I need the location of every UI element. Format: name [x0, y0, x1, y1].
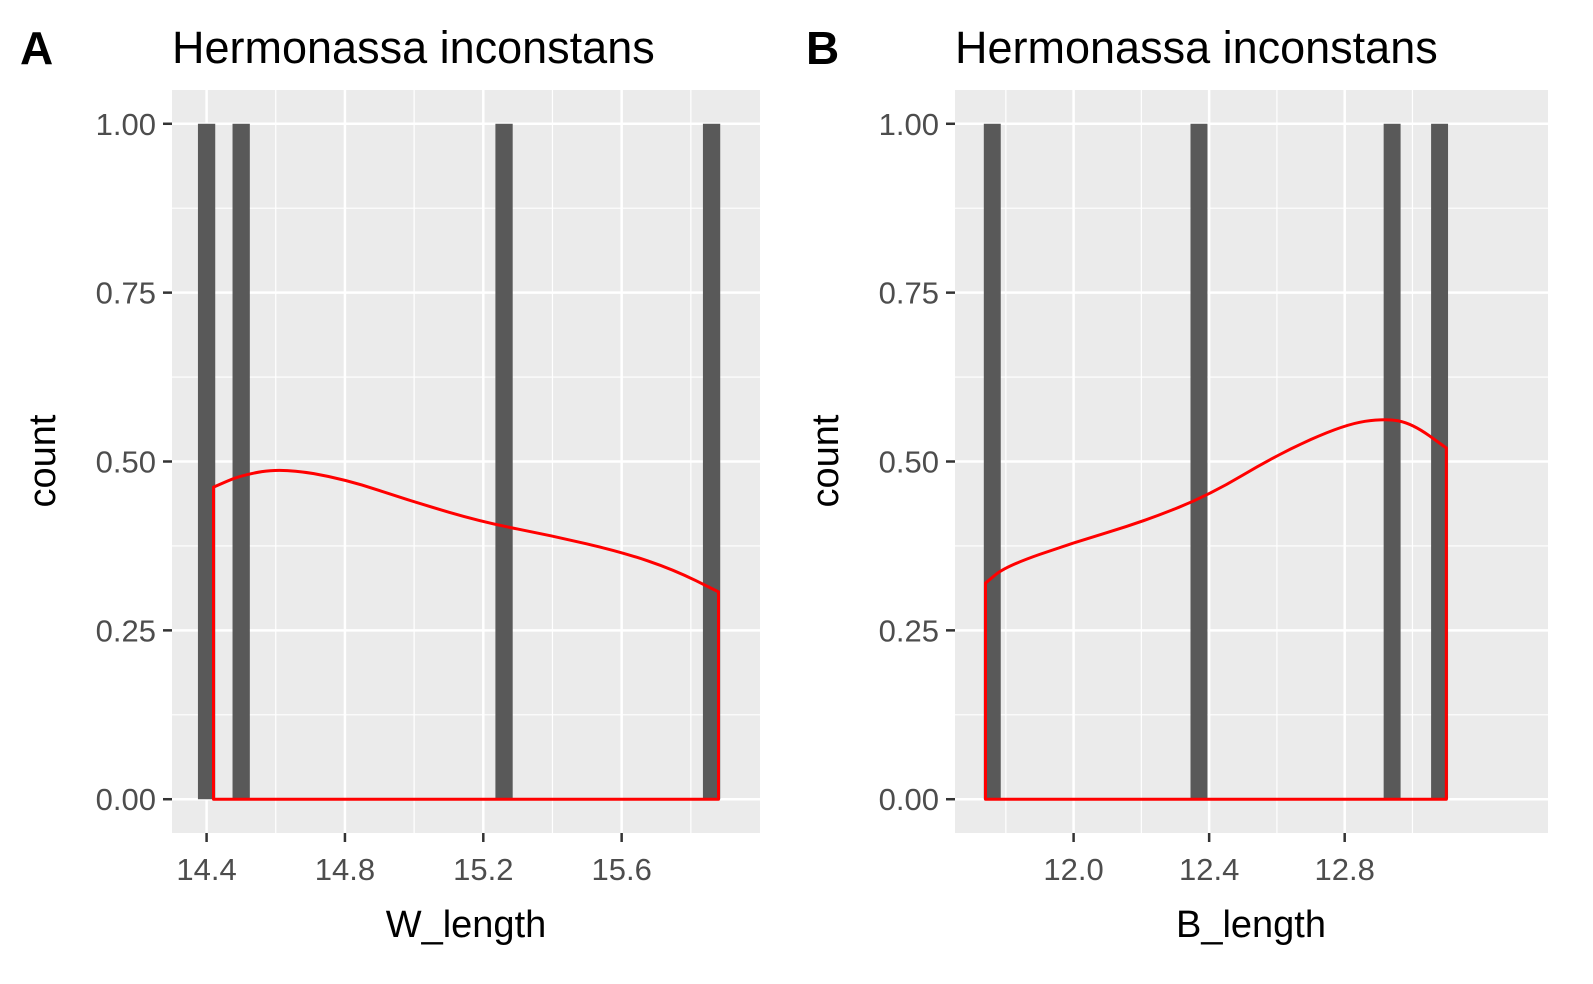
panel-b-y-tick-label: 0.50	[879, 445, 939, 480]
panel-b-x-tick-label: 12.0	[1043, 852, 1103, 887]
panel-a-x-tick-label: 14.4	[176, 852, 236, 887]
panel-b-bar	[983, 123, 1001, 800]
panel-a-bars	[197, 123, 721, 800]
panel-b-y-tick-label: 0.00	[879, 782, 939, 817]
panel-a-y-tick-label: 1.00	[96, 107, 156, 142]
panel-a-x-tick-label: 15.2	[453, 852, 513, 887]
panel-a-x-tick-label: 14.8	[315, 852, 375, 887]
panel-a-y-axis: 0.00 0.25 0.50 0.75 1.00	[96, 107, 172, 817]
panel-a-x-axis-title: W_length	[386, 904, 547, 946]
panel-a-y-tick-label: 0.75	[96, 276, 156, 311]
panel-b-x-tick-label: 12.4	[1179, 852, 1239, 887]
panel-b-title: Hermonassa inconstans	[955, 22, 1438, 73]
panel-b-x-axis-title: B_length	[1176, 904, 1326, 946]
panel-a-y-tick-label: 0.50	[96, 445, 156, 480]
panel-a-x-tick-label: 15.6	[591, 852, 651, 887]
panel-b-y-axis-title: count	[805, 414, 847, 507]
panel-b-x-tick-label: 12.8	[1315, 852, 1375, 887]
panel-b-tag: B	[806, 22, 839, 74]
panel-a-y-tick-label: 0.00	[96, 782, 156, 817]
panel-b-y-tick-label: 1.00	[879, 107, 939, 142]
panel-b-y-tick-label: 0.75	[879, 276, 939, 311]
panel-b-bar	[1190, 123, 1208, 800]
panel-b-bar	[1431, 123, 1449, 800]
panel-a-density-curve	[212, 468, 720, 801]
panel-a-bar	[197, 123, 216, 800]
panel-a-title: Hermonassa inconstans	[172, 22, 655, 73]
panel-a-bar	[495, 123, 513, 800]
panel-a-density	[212, 468, 720, 801]
panel-b-bars	[983, 123, 1449, 800]
panel-b-y-tick-label: 0.25	[879, 613, 939, 648]
panel-b-y-axis: 0.00 0.25 0.50 0.75 1.00	[879, 107, 955, 817]
panel-a-y-tick-label: 0.25	[96, 613, 156, 648]
panel-a-x-axis: 14.4 14.8 15.2 15.6	[176, 833, 652, 887]
panel-b-density	[983, 418, 1448, 801]
panel-a-bar	[232, 123, 250, 800]
panel-b-density-curve	[983, 418, 1448, 801]
panel-a-bar	[702, 123, 721, 800]
panel-b-x-axis: 12.0 12.4 12.8	[1043, 833, 1375, 887]
panel-b-bar	[1383, 123, 1401, 800]
panel-a: A Hermonassa inconstans 0.00 0.25 0.50 0.75…	[20, 22, 760, 946]
panel-a-y-axis-title: count	[22, 414, 64, 507]
panel-b: B Hermonassa inconstans 0.00 0.25 0.50 0.75…	[805, 22, 1548, 946]
panel-b-grid	[955, 90, 1548, 833]
panel-a-tag: A	[20, 22, 53, 74]
